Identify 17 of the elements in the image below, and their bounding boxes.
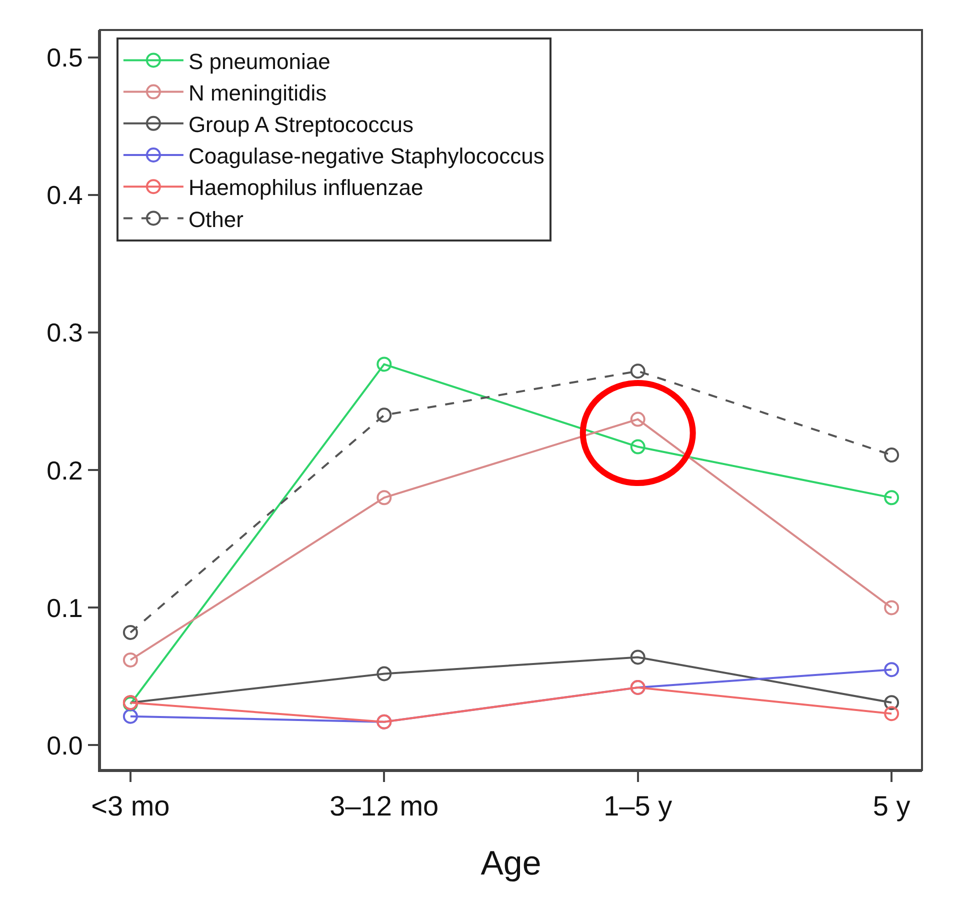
legend-label: Haemophilus influenzae: [188, 175, 424, 200]
y-tick-label: 0.4: [46, 180, 83, 210]
y-tick-label: 0.1: [46, 592, 83, 623]
y-tick-label: 0.2: [46, 455, 83, 486]
x-tick-label: <3 mo: [91, 790, 170, 822]
legend-label: Other: [188, 206, 244, 232]
legend-label: Group A Streptococcus: [188, 112, 414, 137]
x-tick-label: 5 y: [872, 790, 910, 822]
legend-label: N meningitidis: [188, 80, 327, 106]
legend-label: Coagulase-negative Staphylococcus: [188, 144, 544, 169]
y-tick-label: 0.5: [46, 42, 83, 73]
y-tick-label: 0.0: [46, 730, 83, 760]
x-axis-title: Age: [480, 844, 542, 882]
legend-label: S pneumoniae: [188, 48, 330, 74]
y-tick-label: 0.3: [46, 318, 83, 348]
x-tick-label: 3–12 mo: [330, 790, 439, 822]
x-tick-label: 1–5 y: [604, 790, 672, 822]
